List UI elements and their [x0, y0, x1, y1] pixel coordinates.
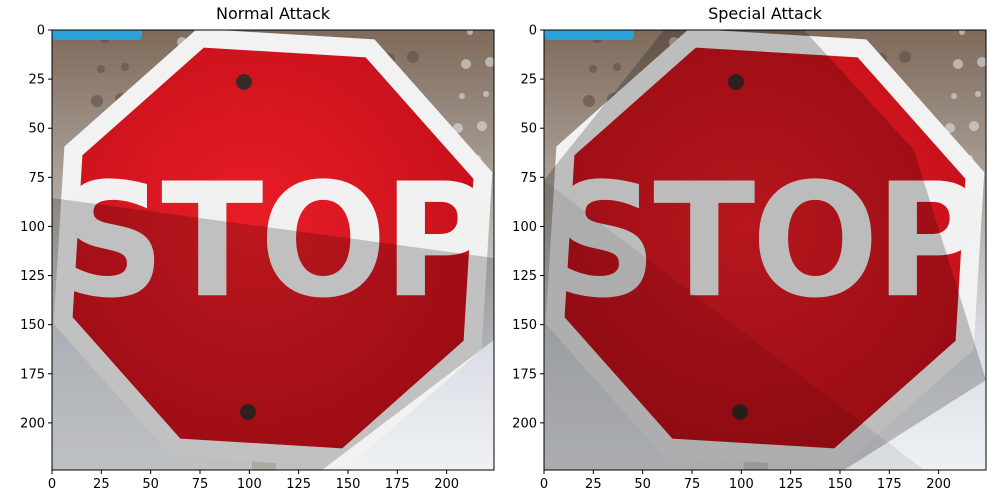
x-tick-label: 150: [828, 477, 853, 492]
shadow-wedge: [544, 30, 986, 470]
stop-sign-face: [72, 47, 474, 449]
y-tick-label: 100: [512, 220, 537, 235]
x-tick-label: 25: [93, 477, 110, 492]
snow-speckle: [483, 91, 489, 97]
stop-text: STOP: [57, 150, 489, 333]
snow-speckle: [459, 93, 465, 99]
x-tick-label: 125: [286, 477, 311, 492]
y-tick-label: 200: [20, 416, 45, 431]
y-tick-label: 100: [20, 220, 45, 235]
snow-speckle: [407, 51, 419, 63]
y-tick-label: 50: [520, 122, 537, 137]
x-tick-label: 150: [336, 477, 361, 492]
y-tick-label: 0: [529, 24, 537, 39]
snow-speckle: [477, 121, 487, 131]
snow-speckle: [97, 65, 105, 73]
panel-title-normal-attack: Normal Attack: [215, 4, 331, 23]
snow-speckle: [899, 51, 911, 63]
x-tick-label: 100: [729, 477, 754, 492]
x-tick-label: 25: [585, 477, 602, 492]
x-tick-label: 50: [142, 477, 159, 492]
top-bolt: [728, 74, 744, 90]
photo-normal: STOP: [52, 30, 494, 470]
snow-speckle: [613, 63, 621, 71]
x-tick-label: 200: [926, 477, 951, 492]
bottom-bolt: [240, 404, 256, 420]
x-tick-label: 50: [634, 477, 651, 492]
snow-speckle: [485, 57, 494, 67]
shadow-wedge-soft: [544, 180, 924, 470]
x-tick-label: 175: [385, 477, 410, 492]
x-tick-label: 200: [434, 477, 459, 492]
photo-special: STOP: [544, 30, 986, 470]
top-bolt: [236, 74, 252, 90]
shadow-band: [52, 198, 494, 470]
y-tick-label: 150: [20, 318, 45, 333]
snow-speckle: [959, 30, 965, 35]
y-tick-label: 125: [512, 269, 537, 284]
y-tick-label: 200: [512, 416, 537, 431]
y-tick-label: 0: [37, 24, 45, 39]
y-tick-label: 25: [520, 73, 537, 88]
x-tick-label: 0: [48, 477, 56, 492]
snow-speckle: [945, 123, 955, 133]
bottom-bolt: [732, 404, 748, 420]
y-tick-label: 175: [20, 367, 45, 382]
snow-speckle: [951, 93, 957, 99]
x-tick-label: 125: [778, 477, 803, 492]
y-tick-label: 25: [28, 73, 45, 88]
snow-speckle: [461, 59, 471, 69]
snow-speckle: [467, 30, 473, 35]
snow-speckle: [91, 95, 103, 107]
snow-speckle: [977, 57, 986, 67]
axes-frame: [543, 29, 987, 471]
blue-sign-corner: [544, 30, 634, 40]
axes-frame: [51, 29, 495, 471]
y-tick-label: 50: [28, 122, 45, 137]
snow-speckle: [583, 95, 595, 107]
stop-text: STOP: [549, 150, 981, 333]
x-tick-label: 175: [877, 477, 902, 492]
snow-speckle: [969, 121, 979, 131]
x-tick-label: 75: [192, 477, 209, 492]
x-tick-label: 75: [684, 477, 701, 492]
x-tick-label: 0: [540, 477, 548, 492]
snow-speckle: [453, 123, 463, 133]
snow-speckle: [121, 63, 129, 71]
y-tick-label: 175: [512, 367, 537, 382]
snow-speckle: [589, 65, 597, 73]
panel-title-special-attack: Special Attack: [708, 4, 822, 23]
y-tick-label: 150: [512, 318, 537, 333]
y-tick-label: 75: [28, 171, 45, 186]
y-tick-label: 125: [20, 269, 45, 284]
x-tick-label: 100: [237, 477, 262, 492]
snow-speckle: [975, 91, 981, 97]
stop-sign-face: [564, 47, 966, 449]
snow-speckle: [953, 59, 963, 69]
blue-sign-corner: [52, 30, 142, 40]
y-tick-label: 75: [520, 171, 537, 186]
